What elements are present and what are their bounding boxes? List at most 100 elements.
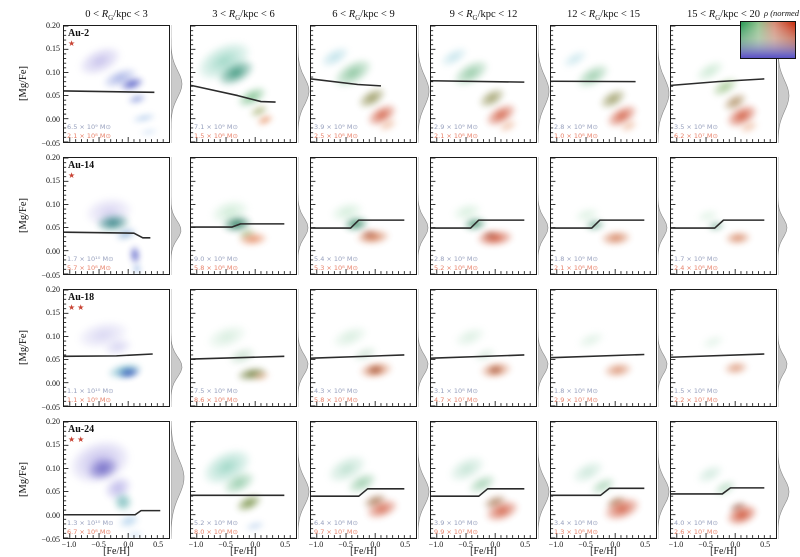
median-trend-line: [191, 355, 285, 360]
median-trend-line: [671, 78, 765, 87]
tick-marks: [64, 422, 164, 538]
mass-accreted: 9.9 × 10⁷ M⊙: [434, 527, 478, 536]
colorbar-gradient: [741, 22, 795, 58]
median-trend-line: [64, 90, 155, 94]
kde-shape: [418, 289, 429, 407]
median-trend-line: [551, 487, 645, 497]
y-tick-label: 0.15: [46, 176, 60, 186]
merger-star-icon: ★: [68, 39, 78, 48]
kde-shape: [658, 289, 668, 407]
mass-insitu: 6.4 × 10⁸ M⊙: [314, 519, 358, 528]
x-tick-label: 0.0: [250, 540, 261, 549]
halo-name-label: Au-24: [68, 424, 95, 435]
mass-annotations: 4.3 × 10⁸ M⊙ 5.8 × 10⁷ M⊙: [314, 387, 358, 404]
x-axis-label: [Fe/H]: [103, 546, 130, 557]
y-tick-label: −0.05: [41, 270, 60, 280]
tick-marks: [191, 290, 291, 406]
mass-insitu: 2.9 × 10⁹ M⊙: [434, 123, 478, 132]
tick-marks: [64, 158, 164, 274]
mass-insitu: 7.1 × 10⁹ M⊙: [194, 123, 238, 132]
x-tick-label: 0.5: [760, 540, 771, 549]
colorbar-2d-legend: [740, 21, 796, 59]
panel-axes: [431, 158, 531, 274]
panel-au-18-col1: 1.1 × 10¹⁰ M⊙ 1.1 × 10⁹ M⊙ Au-18 ★★: [63, 289, 170, 407]
panel-axes: [311, 26, 411, 142]
kde-shape: [298, 25, 310, 143]
mass-accreted: 2.9 × 10⁷ M⊙: [554, 395, 598, 404]
kde-shape: [298, 289, 309, 407]
panel-au-24-col4: 3.9 × 10⁸ M⊙ 9.9 × 10⁷ M⊙: [430, 421, 537, 539]
kde-shape: [418, 157, 429, 275]
mass-accreted: 2.1 × 10⁸ M⊙: [554, 263, 598, 272]
tick-marks: [551, 422, 651, 538]
kde-shape: [778, 421, 790, 539]
mass-accreted: 2.4 × 10⁸ M⊙: [674, 263, 718, 272]
mass-insitu: 3.9 × 10⁹ M⊙: [314, 123, 358, 132]
mass-accreted: 1.5 × 10⁸ M⊙: [194, 131, 238, 140]
y-tick-label: 0.10: [46, 199, 60, 209]
halo-name-label: Au-18: [68, 292, 95, 303]
panel-au-14-col3: 5.4 × 10⁹ M⊙ 5.3 × 10⁸ M⊙: [310, 157, 417, 275]
y-tick-label: 0.05: [46, 487, 60, 497]
x-tick-label: −1.0: [548, 540, 564, 549]
marginal-kde: [298, 421, 310, 539]
y-tick-label: −0.05: [41, 402, 60, 412]
mass-insitu: 1.3 × 10¹⁰ M⊙: [67, 519, 114, 528]
x-axis-label: [Fe/H]: [470, 546, 497, 557]
y-tick-label: 0.00: [46, 510, 60, 520]
tick-marks: [431, 422, 531, 538]
x-tick-label: −1.0: [428, 540, 444, 549]
x-axis-label: [Fe/H]: [350, 546, 377, 557]
x-tick-label: −0.5: [91, 540, 106, 549]
marginal-kde: [418, 289, 429, 407]
tick-marks: [431, 290, 531, 406]
panel-axes: [64, 26, 164, 142]
mass-insitu: 6.5 × 10⁹ M⊙: [67, 123, 111, 132]
median-trend-line: [671, 353, 765, 359]
panel-axes: [671, 290, 771, 406]
y-tick-label: 0.20: [46, 284, 60, 294]
kde-shape: [778, 157, 788, 275]
mass-accreted: 2.6 × 10⁷ M⊙: [674, 527, 718, 536]
y-axis-label: [Mg/Fe]: [18, 330, 29, 365]
column-header-1: 0 < RG/kpc < 3: [85, 9, 148, 23]
mass-accreted: 1.3 × 10⁸ M⊙: [554, 527, 598, 536]
mass-annotations: 1.1 × 10¹⁰ M⊙ 1.1 × 10⁹ M⊙: [67, 387, 114, 404]
mass-accreted: 1.1 × 10⁹ M⊙: [67, 395, 111, 404]
column-header-4: 9 < RG/kpc < 12: [449, 9, 518, 23]
mass-insitu: 1.8 × 10⁸ M⊙: [554, 387, 598, 396]
x-axis-label: [Fe/H]: [590, 546, 617, 557]
mass-accreted: 5.8 × 10⁸ M⊙: [194, 263, 238, 272]
mass-annotations: 1.5 × 10⁸ M⊙ 2.2 × 10⁷ M⊙: [674, 387, 718, 404]
tick-marks: [671, 158, 771, 274]
kde-shape: [778, 289, 788, 407]
panel-au-14-col6: 1.7 × 10⁹ M⊙ 2.4 × 10⁸ M⊙: [670, 157, 777, 275]
mass-annotations: 2.8 × 10⁹ M⊙ 5.2 × 10⁸ M⊙: [434, 255, 478, 272]
mass-annotations: 5.2 × 10⁹ M⊙ 8.0 × 10⁸ M⊙: [194, 519, 238, 536]
x-tick-label: −0.5: [338, 540, 353, 549]
mass-annotations: 2.8 × 10⁹ M⊙ 1.0 × 10⁸ M⊙: [554, 123, 598, 140]
mass-annotations: 7.1 × 10⁹ M⊙ 1.5 × 10⁸ M⊙: [194, 123, 238, 140]
mass-annotations: 9.0 × 10⁹ M⊙ 5.8 × 10⁸ M⊙: [194, 255, 238, 272]
median-trend-line: [64, 509, 161, 516]
mass-annotations: 3.4 × 10⁸ M⊙ 1.3 × 10⁸ M⊙: [554, 519, 598, 536]
y-tick-label: 0.10: [46, 331, 60, 341]
tick-marks: [671, 422, 771, 538]
mass-insitu: 2.8 × 10⁹ M⊙: [434, 255, 478, 264]
panel-au-24-col2: 5.2 × 10⁹ M⊙ 8.0 × 10⁸ M⊙: [190, 421, 297, 539]
mass-accreted: 8.0 × 10⁸ M⊙: [194, 527, 238, 536]
x-tick-label: 0.5: [280, 540, 291, 549]
x-tick-label: 0.5: [520, 540, 531, 549]
panel-au-18-col2: 7.5 × 10⁹ M⊙ 8.6 × 10⁸ M⊙: [190, 289, 297, 407]
y-axis-label: [Mg/Fe]: [18, 462, 29, 497]
mass-accreted: 5.3 × 10⁸ M⊙: [314, 263, 358, 272]
mass-insitu: 4.0 × 10⁸ M⊙: [674, 519, 718, 528]
panel-axes: [64, 290, 164, 406]
panel-au-14-col1: 1.7 × 10¹⁰ M⊙ 5.7 × 10⁸ M⊙ Au-14 ★: [63, 157, 170, 275]
kde-shape: [538, 25, 550, 143]
mass-annotations: 2.9 × 10⁹ M⊙ 2.1 × 10⁸ M⊙: [434, 123, 478, 140]
panel-au-18-col4: 3.1 × 10⁸ M⊙ 4.7 × 10⁷ M⊙: [430, 289, 537, 407]
x-tick-label: 0.5: [400, 540, 411, 549]
y-tick-label: 0.05: [46, 355, 60, 365]
mass-annotations: 3.1 × 10⁸ M⊙ 4.7 × 10⁷ M⊙: [434, 387, 478, 404]
